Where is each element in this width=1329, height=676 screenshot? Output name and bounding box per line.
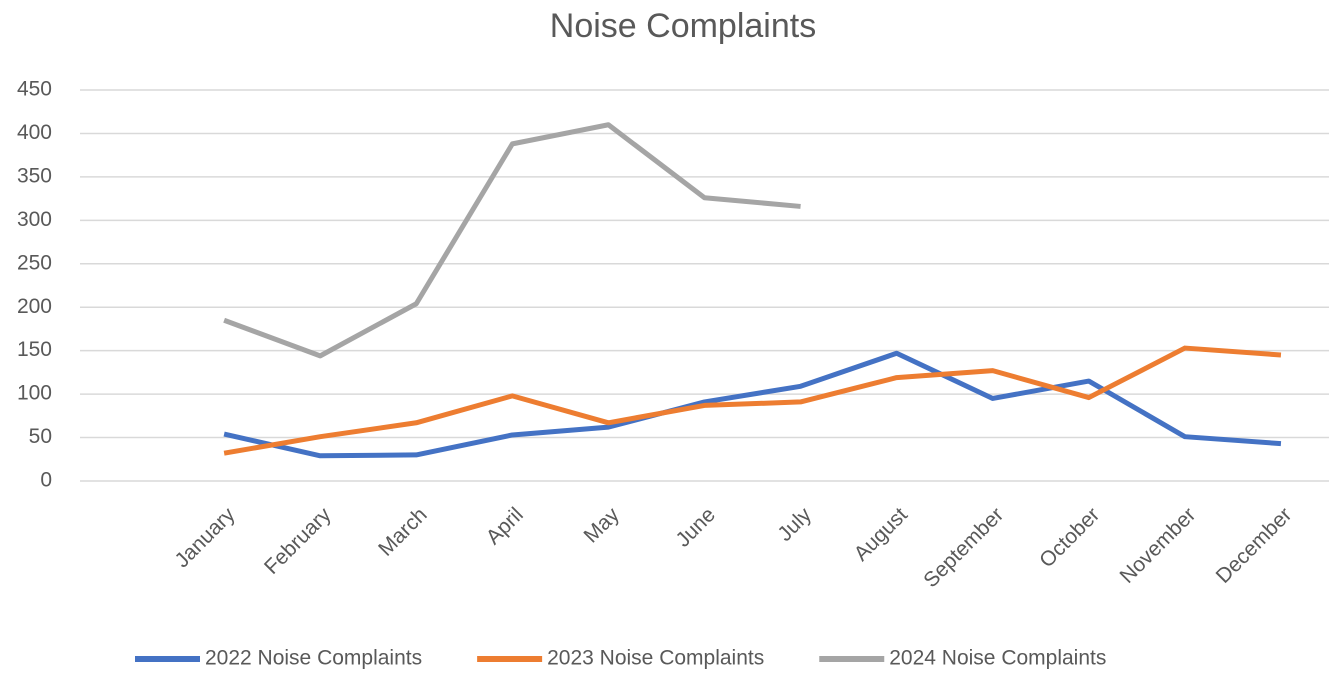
x-tick-label: May	[580, 503, 625, 548]
y-tick-label: 250	[17, 251, 52, 274]
y-tick-label: 200	[17, 295, 52, 318]
x-tick-label: September	[919, 503, 1008, 592]
y-tick-label: 300	[17, 208, 52, 231]
legend-label: 2024 Noise Complaints	[889, 647, 1106, 670]
chart-title: Noise Complaints	[550, 7, 816, 45]
series-line	[223, 345, 1282, 456]
x-tick-label: June	[671, 503, 719, 551]
y-tick-label: 50	[29, 425, 52, 448]
series-line	[223, 122, 801, 359]
y-tick-label: 350	[17, 164, 52, 187]
y-tick-label: 450	[17, 78, 52, 101]
legend-label: 2023 Noise Complaints	[547, 647, 764, 670]
x-tick-label: January	[170, 503, 239, 572]
y-tick-label: 150	[17, 338, 52, 361]
x-tick-label: November	[1116, 503, 1201, 588]
y-tick-label: 0	[40, 469, 52, 492]
x-tick-label: October	[1035, 503, 1104, 572]
x-tick-label: February	[260, 503, 336, 579]
x-tick-label: July	[773, 503, 816, 546]
x-tick-label: March	[374, 503, 432, 561]
y-tick-label: 400	[17, 121, 52, 144]
x-tick-label: August	[850, 503, 913, 566]
y-tick-label: 100	[17, 382, 52, 405]
x-tick-label: December	[1212, 503, 1297, 588]
legend-label: 2022 Noise Complaints	[205, 647, 422, 670]
x-tick-label: April	[482, 503, 528, 549]
